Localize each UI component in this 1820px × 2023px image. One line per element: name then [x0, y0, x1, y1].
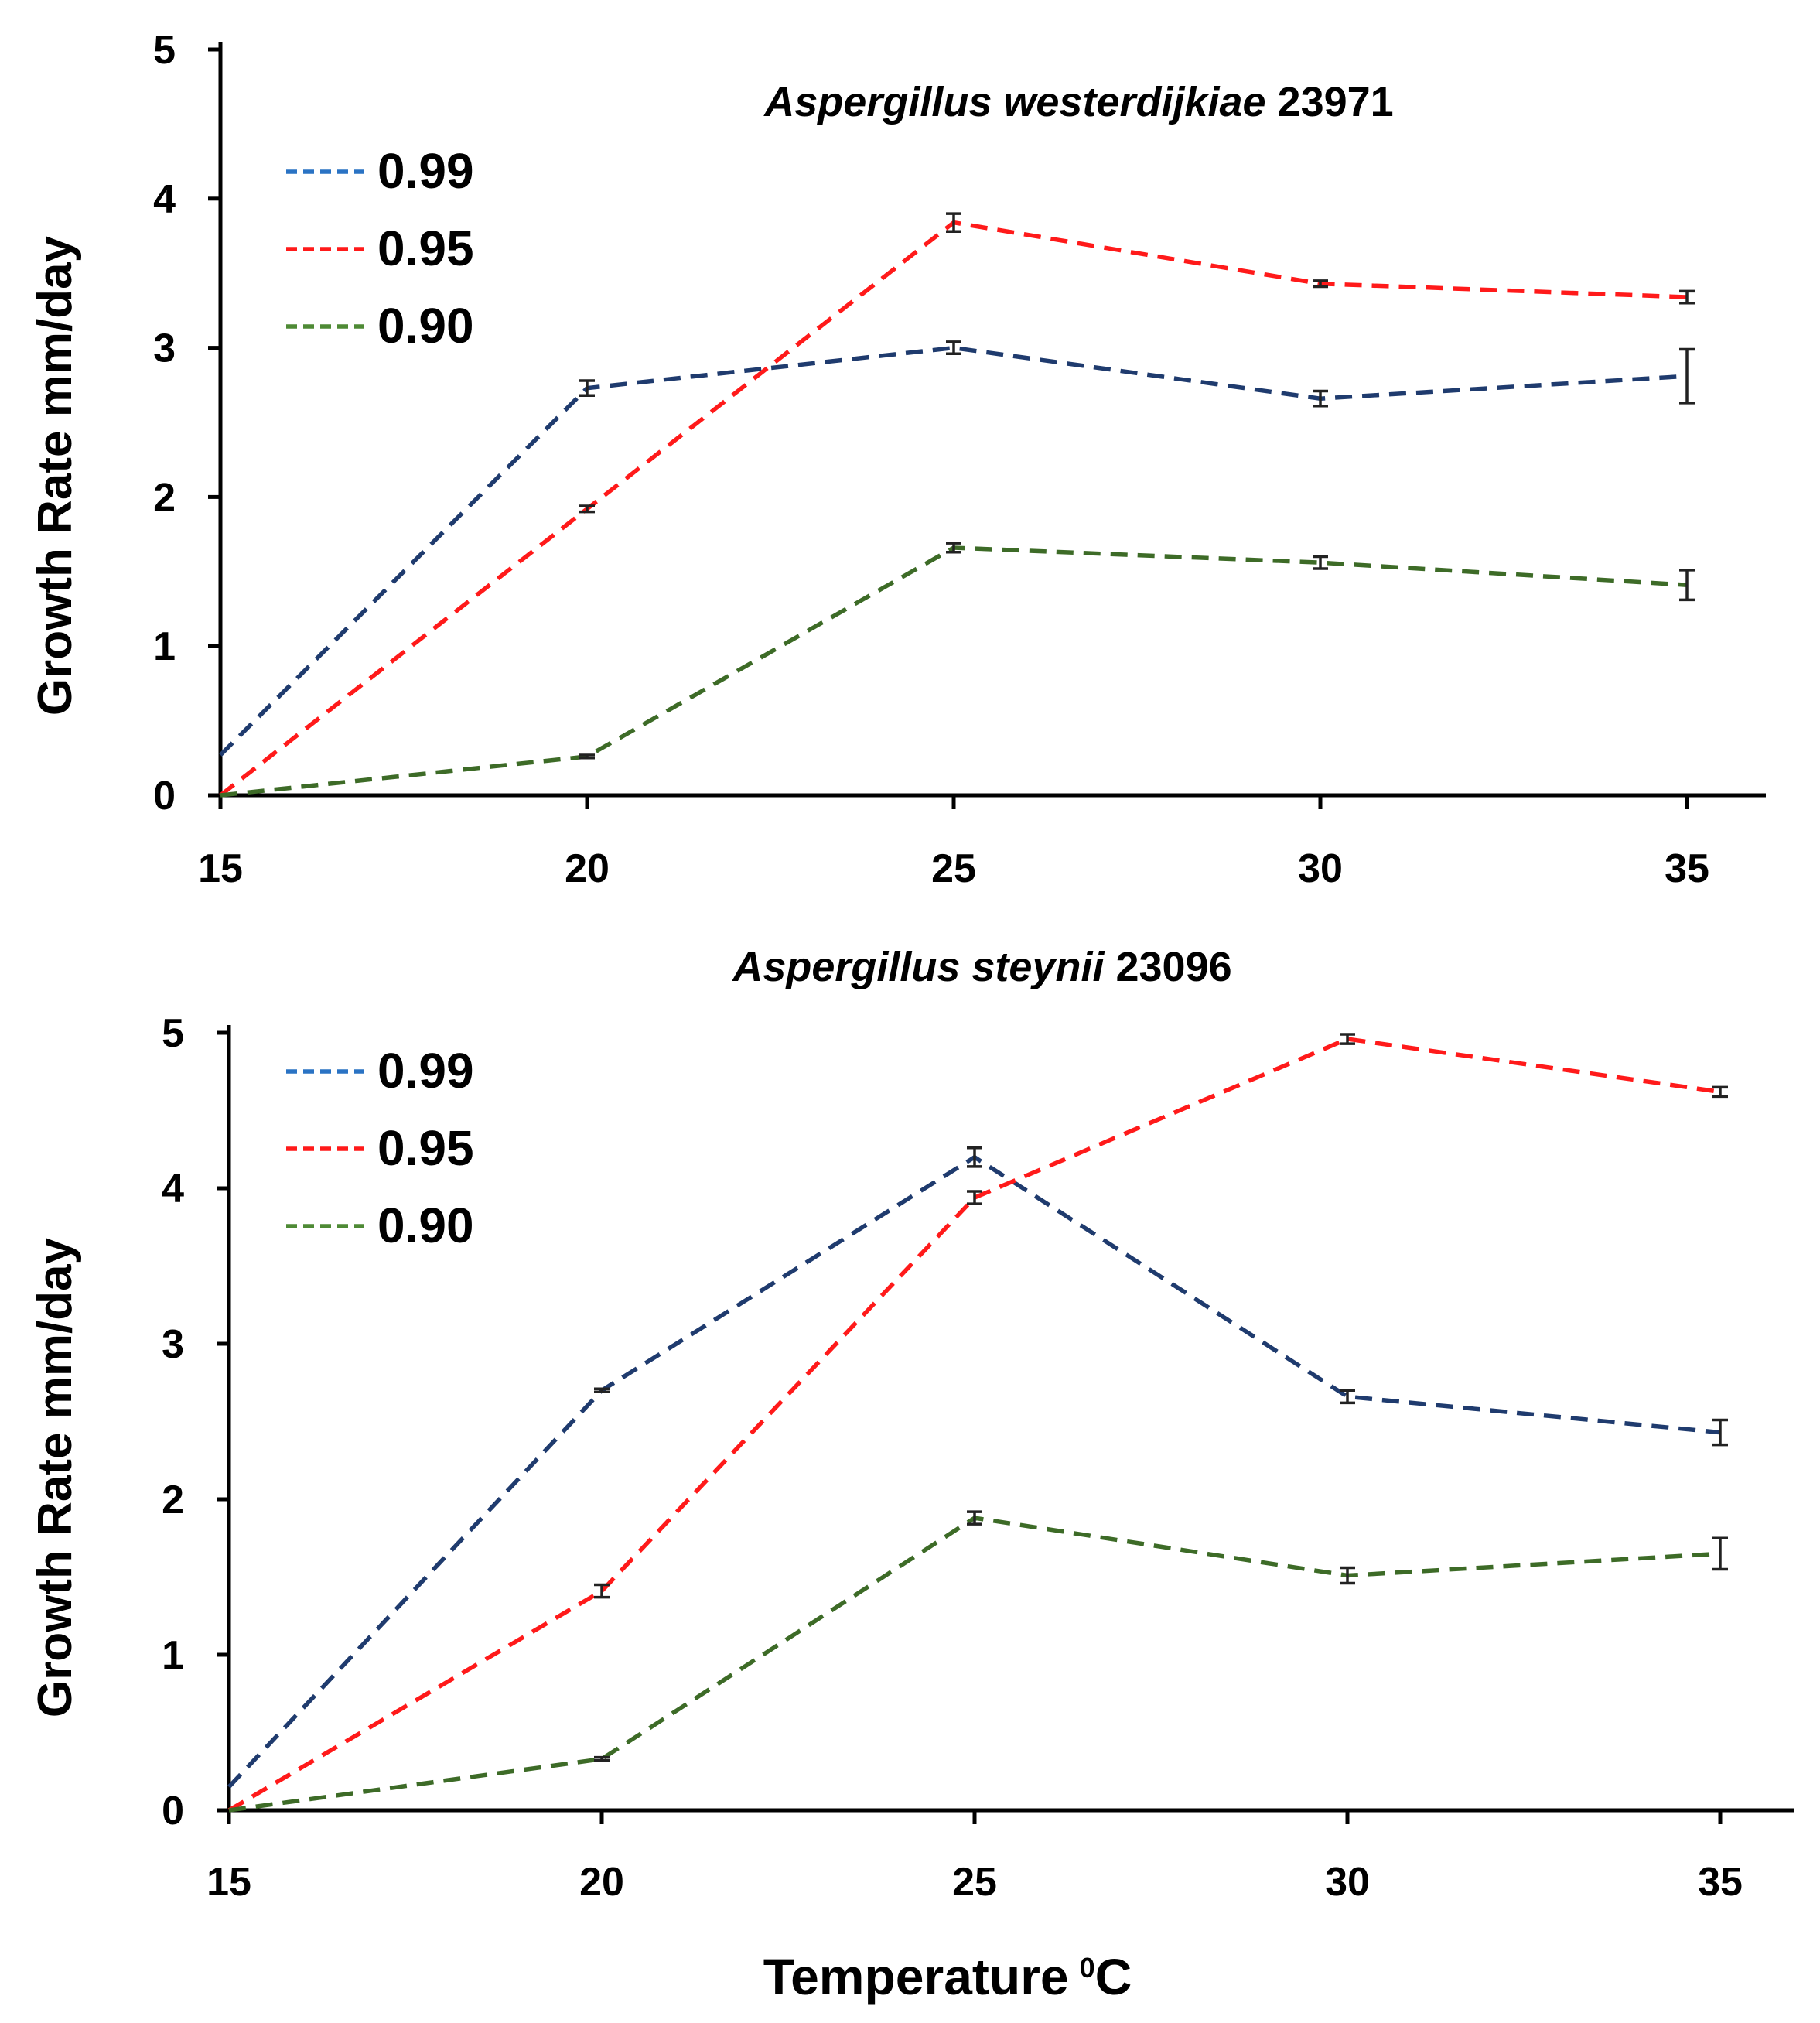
series-marks — [227, 1033, 1728, 1813]
error-bar-090 — [594, 1755, 610, 1762]
chart-title: Aspergillus steynii 23096 — [731, 944, 1231, 990]
chart-title: Aspergillus westerdijkiae 23971 — [763, 79, 1393, 125]
error-bar-095 — [1313, 279, 1328, 289]
error-bar-095 — [1679, 289, 1695, 305]
legend-label-099: 0.99 — [377, 1043, 474, 1099]
y-tick-label: 5 — [153, 28, 176, 73]
y-tick-label: 0 — [162, 1789, 184, 1833]
chart-steynii: Aspergillus steynii 23096 Growth Rate mm… — [29, 944, 1794, 1905]
legend: 0.99 0.95 0.90 — [286, 143, 474, 354]
axis-ticks: 0 1 2 3 4 5 15 20 25 30 35 — [162, 1011, 1794, 1905]
y-tick-label: 4 — [162, 1167, 184, 1211]
error-bar-099 — [1679, 347, 1695, 405]
y-tick-label: 2 — [153, 475, 176, 520]
chart-westerdijkiae: Aspergillus westerdijkiae 23971 Growth R… — [29, 28, 1766, 891]
legend-label-090: 0.90 — [377, 298, 474, 354]
legend: 0.99 0.95 0.90 — [286, 1043, 474, 1253]
x-axis-title-degree: 0 — [1080, 1952, 1095, 1984]
x-tick-label: 25 — [952, 1860, 997, 1905]
error-bar-090 — [946, 542, 961, 554]
x-tick-label: 30 — [1298, 846, 1343, 891]
chart-title-species: Aspergillus steynii — [731, 944, 1105, 990]
chart-title-strain: 23096 — [1104, 944, 1231, 990]
error-bar-090 — [1340, 1566, 1355, 1585]
x-tick-label: 20 — [565, 846, 610, 891]
error-bar-099 — [594, 1387, 610, 1394]
x-tick-label: 35 — [1698, 1860, 1743, 1905]
error-bar-099 — [967, 1146, 982, 1168]
y-tick-label: 1 — [162, 1633, 184, 1678]
x-tick-label: 15 — [207, 1860, 251, 1905]
legend-label-095: 0.95 — [377, 220, 474, 276]
x-axis-title-unit: C — [1095, 1948, 1132, 2005]
y-tick-label: 1 — [153, 624, 176, 669]
series-marks — [219, 212, 1695, 798]
error-bar-095 — [579, 504, 595, 514]
error-bar-099 — [946, 340, 961, 356]
error-bar-095 — [1340, 1033, 1355, 1045]
x-tick-label: 35 — [1665, 846, 1709, 891]
legend-label-099: 0.99 — [377, 143, 474, 199]
error-bar-090 — [1313, 555, 1328, 570]
error-bar-099 — [1313, 389, 1328, 408]
legend-label-095: 0.95 — [377, 1120, 474, 1176]
x-axis-title: Temperature 0C — [763, 1948, 1132, 2005]
error-bar-090 — [967, 1510, 982, 1526]
y-tick-label: 0 — [153, 774, 176, 818]
series-line-095 — [227, 1037, 1721, 1813]
error-bar-090 — [1679, 569, 1695, 602]
chart-title-species: Aspergillus westerdijkiae — [763, 79, 1265, 125]
x-axis-title-text: Temperature — [763, 1948, 1069, 2005]
error-bar-095 — [1712, 1085, 1728, 1099]
x-tick-label: 25 — [931, 846, 976, 891]
legend-label-090: 0.90 — [377, 1198, 474, 1253]
x-tick-label: 20 — [579, 1860, 624, 1905]
y-axis-title: Growth Rate mm/day — [29, 235, 82, 716]
error-bar-099 — [1340, 1389, 1355, 1405]
y-tick-label: 4 — [153, 177, 176, 222]
y-tick-label: 3 — [162, 1322, 184, 1367]
x-tick-label: 15 — [198, 846, 243, 891]
error-bar-095 — [946, 212, 961, 233]
error-bar-099 — [579, 379, 595, 398]
error-bar-095 — [594, 1583, 610, 1599]
x-tick-label: 30 — [1325, 1860, 1370, 1905]
y-tick-label: 5 — [162, 1011, 184, 1056]
error-bar-095 — [967, 1190, 982, 1205]
error-bar-090 — [579, 753, 595, 760]
chart-title-strain: 23971 — [1266, 79, 1394, 125]
y-tick-label: 3 — [153, 326, 176, 371]
error-bar-090 — [1712, 1536, 1728, 1571]
error-bar-099 — [1712, 1418, 1728, 1447]
y-axis-title: Growth Rate mm/day — [29, 1237, 82, 1717]
y-tick-label: 2 — [162, 1478, 184, 1522]
axis-ticks: 0 1 2 3 4 5 15 20 25 30 35 — [153, 28, 1766, 891]
